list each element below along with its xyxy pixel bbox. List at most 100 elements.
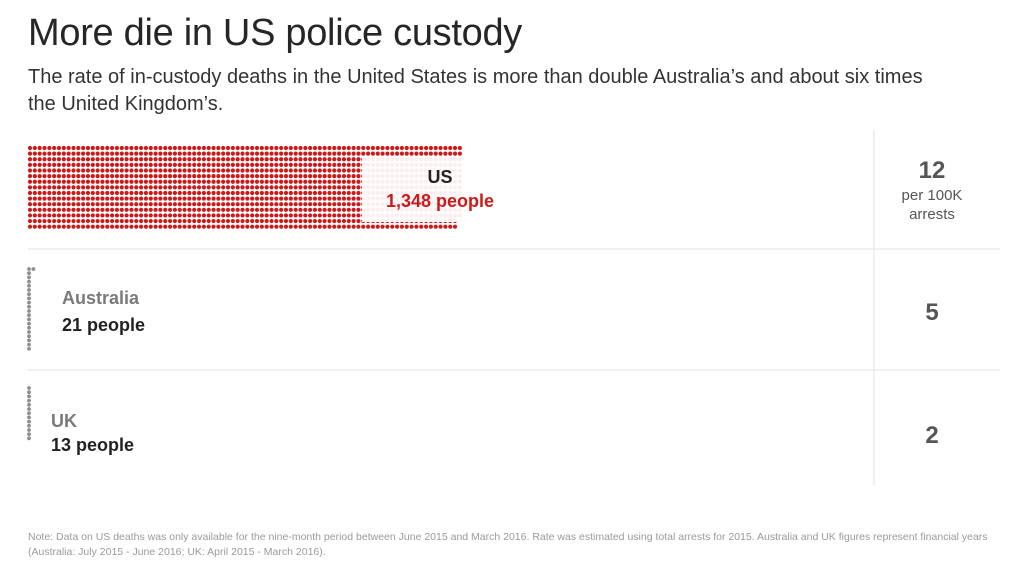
us-person-dot	[433, 151, 438, 156]
us-person-dot	[206, 151, 211, 156]
us-person-dot	[134, 213, 139, 218]
us-person-dot	[61, 174, 66, 179]
us-person-dot	[76, 162, 81, 167]
us-person-dot	[288, 213, 293, 218]
us-person-dot	[259, 213, 264, 218]
us-person-dot	[201, 224, 206, 229]
us-person-dot	[288, 202, 293, 207]
us-person-dot	[254, 213, 260, 218]
us-person-dot	[110, 168, 115, 173]
us-person-dot	[221, 190, 226, 196]
us-person-dot	[119, 213, 124, 218]
us-person-dot	[56, 179, 62, 184]
us-person-dot	[317, 145, 322, 151]
us-person-dot	[288, 196, 293, 201]
us-person-dot	[346, 174, 351, 179]
us-person-dot	[119, 185, 124, 190]
us-person-dot	[211, 207, 216, 212]
us-person-dot	[327, 179, 332, 184]
us-person-dot	[124, 157, 129, 162]
us-person-dot	[196, 145, 202, 151]
uk-person-dot	[27, 390, 31, 395]
us-person-dot	[206, 145, 211, 151]
us-person-dot	[143, 168, 149, 173]
us-person-dot	[187, 151, 192, 156]
us-person-dot	[71, 190, 76, 196]
us-person-dot	[66, 196, 71, 201]
us-person-dot	[216, 213, 221, 218]
us-person-dot	[240, 185, 245, 190]
us-person-dot	[443, 151, 448, 156]
us-person-dot	[337, 185, 342, 190]
us-person-dot	[230, 185, 235, 190]
us-person-dot	[245, 185, 250, 190]
us-person-dot	[47, 218, 52, 224]
us-person-dot	[76, 145, 81, 151]
us-person-dot	[216, 207, 221, 212]
us-person-dot	[399, 145, 405, 151]
us-person-dot	[32, 157, 37, 162]
us-person-dot	[254, 168, 260, 173]
us-person-dot	[143, 202, 149, 207]
us-person-dot	[288, 174, 293, 179]
us-person-dot	[56, 168, 62, 173]
us-person-dot	[428, 224, 433, 229]
us-person-dot	[81, 196, 86, 201]
us-person-dot	[196, 162, 202, 167]
us-person-dot	[42, 224, 47, 229]
us-person-dot	[61, 179, 66, 184]
us-person-dot	[341, 202, 347, 207]
us-person-dot	[317, 168, 322, 173]
us-person-dot	[187, 213, 192, 218]
us-person-dot	[254, 151, 260, 156]
us-person-dot	[56, 174, 62, 179]
us-person-dot	[312, 145, 318, 151]
us-person-dot	[100, 190, 105, 196]
us-person-dot	[452, 224, 458, 229]
us-person-dot	[322, 202, 327, 207]
australia-person-dot	[27, 309, 31, 313]
us-person-dot	[172, 162, 177, 167]
us-person-dot	[303, 179, 308, 184]
us-person-dot	[274, 151, 279, 156]
us-person-dot	[32, 151, 37, 156]
us-person-dot	[42, 174, 47, 179]
us-person-dot	[182, 218, 187, 224]
us-person-dot	[196, 185, 202, 190]
us-person-dot	[201, 151, 206, 156]
us-person-dot	[177, 185, 182, 190]
us-person-dot	[114, 151, 120, 156]
us-person-dot	[129, 145, 134, 151]
us-person-dot	[288, 185, 293, 190]
us-person-dot	[221, 202, 226, 207]
us-person-dot	[308, 162, 313, 167]
us-person-dot	[356, 185, 361, 190]
us-person-dot	[158, 162, 163, 167]
us-person-dot	[134, 196, 139, 201]
us-person-dot	[423, 151, 429, 156]
us-person-dot	[235, 224, 240, 229]
us-person-dot	[100, 213, 105, 218]
us-person-dot	[206, 218, 211, 224]
us-person-dot	[366, 145, 371, 151]
us-person-dot	[279, 179, 284, 184]
us-person-dot	[308, 202, 313, 207]
us-person-dot	[399, 224, 405, 229]
us-person-dot	[167, 151, 173, 156]
us-person-dot	[71, 168, 76, 173]
us-person-dot	[322, 185, 327, 190]
us-person-dot	[158, 151, 163, 156]
us-person-dot	[158, 196, 163, 201]
us-person-dot	[85, 168, 91, 173]
us-person-dot	[85, 157, 91, 162]
us-person-dot	[90, 179, 95, 184]
us-person-dot	[356, 207, 361, 212]
us-person-dot	[303, 185, 308, 190]
us-rate-value: 12	[919, 157, 946, 184]
us-person-dot	[105, 196, 110, 201]
us-person-dot	[264, 207, 269, 212]
us-person-dot	[235, 145, 240, 151]
us-person-dot	[76, 202, 81, 207]
us-person-dot	[293, 207, 298, 212]
us-person-dot	[322, 174, 327, 179]
